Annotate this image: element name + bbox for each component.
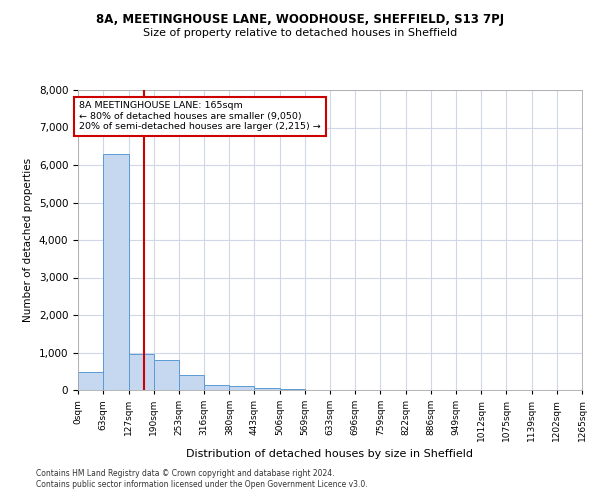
- Bar: [254, 388, 280, 390]
- Bar: [280, 389, 305, 390]
- Text: 8A MEETINGHOUSE LANE: 165sqm
← 80% of detached houses are smaller (9,050)
20% of: 8A MEETINGHOUSE LANE: 165sqm ← 80% of de…: [79, 101, 321, 131]
- Text: 8A, MEETINGHOUSE LANE, WOODHOUSE, SHEFFIELD, S13 7PJ: 8A, MEETINGHOUSE LANE, WOODHOUSE, SHEFFI…: [96, 12, 504, 26]
- Text: Contains HM Land Registry data © Crown copyright and database right 2024.: Contains HM Land Registry data © Crown c…: [36, 468, 335, 477]
- Text: Size of property relative to detached houses in Sheffield: Size of property relative to detached ho…: [143, 28, 457, 38]
- Bar: [154, 360, 179, 390]
- Bar: [103, 154, 128, 390]
- Y-axis label: Number of detached properties: Number of detached properties: [23, 158, 33, 322]
- Bar: [229, 386, 254, 390]
- Bar: [179, 376, 204, 390]
- Text: Contains public sector information licensed under the Open Government Licence v3: Contains public sector information licen…: [36, 480, 368, 489]
- Bar: [78, 372, 103, 390]
- Bar: [128, 354, 154, 390]
- Bar: [204, 384, 229, 390]
- X-axis label: Distribution of detached houses by size in Sheffield: Distribution of detached houses by size …: [187, 450, 473, 460]
